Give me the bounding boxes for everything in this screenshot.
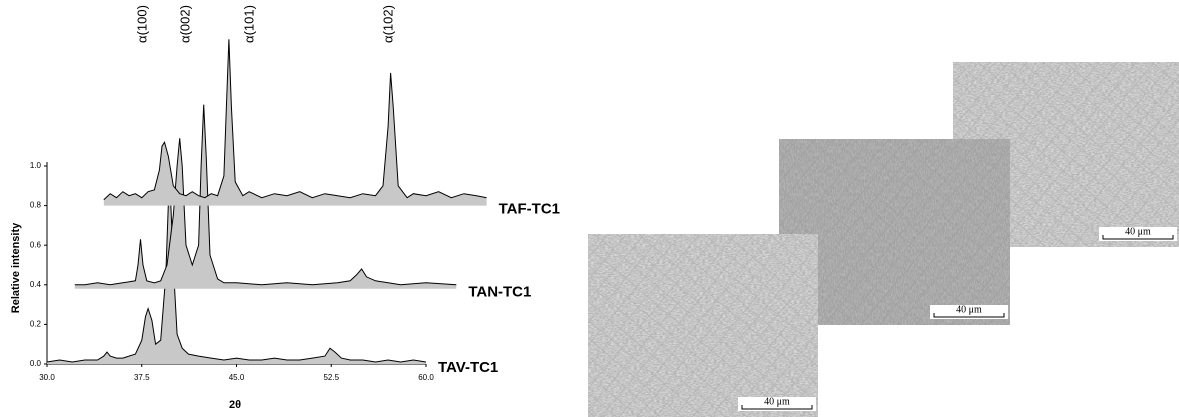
series-label: TAV-TC1 (438, 359, 498, 376)
x-tick-label: 37.5 (134, 373, 150, 382)
area-fill (104, 39, 487, 205)
y-tick-label: 0.8 (30, 201, 42, 210)
y-axis-label: Relative intensity (10, 222, 22, 313)
series-label: TAN-TC1 (468, 284, 531, 301)
y-tick-label: 0.6 (30, 240, 42, 249)
x-axis-label: 2θ (229, 399, 241, 411)
peak-annotation: α(100) (134, 5, 149, 43)
x-tick-label: 30.0 (39, 373, 55, 382)
y-tick-label: 1.0 (30, 161, 42, 170)
x-tick-label: 45.0 (229, 373, 245, 382)
x-tick-label: 52.5 (323, 373, 339, 382)
scale-label: 40 μm (1125, 226, 1151, 237)
micrograph: 40 μm (588, 234, 818, 417)
scale-label: 40 μm (956, 304, 982, 315)
series-label: TAF-TC1 (499, 201, 560, 218)
peak-annotation: α(101) (241, 5, 256, 43)
y-tick-label: 0.4 (30, 280, 42, 289)
micrograph-grain (588, 234, 818, 417)
x-tick-label: 60.0 (418, 373, 434, 382)
scale-label: 40 μm (764, 396, 790, 407)
figure: 40 μm 40 μm 40 μm 2θ Relative intensity 0.… (0, 0, 1179, 417)
y-tick-label: 0.2 (30, 320, 42, 329)
micrographs: 40 μm 40 μm 40 μm (588, 62, 1179, 417)
peak-annotation: α(102) (380, 5, 395, 43)
peak-annotation: α(002) (177, 5, 192, 43)
xrd-chart: 2θ Relative intensity 0.0 0.2 0.4 0.6 0.8 1.0… (10, 5, 560, 411)
y-tick-label: 0.0 (30, 359, 42, 368)
